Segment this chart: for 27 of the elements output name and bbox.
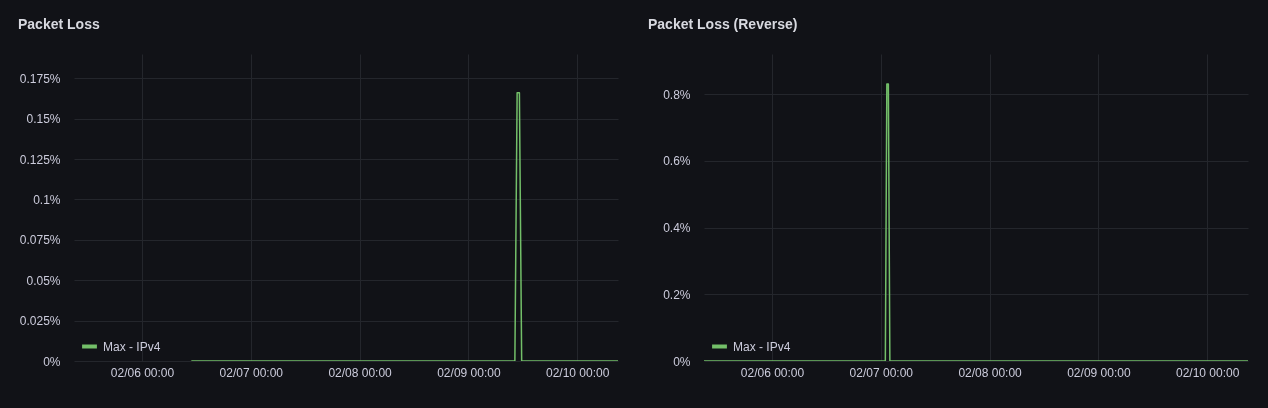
y-tick-label: 0.025% [19, 314, 61, 329]
x-tick-label: 02/09 00:00 [1067, 365, 1131, 380]
x-tick-label: 02/08 00:00 [958, 365, 1023, 380]
x-tick-label: 02/08 00:00 [328, 365, 393, 380]
x-tick-label: 02/07 00:00 [219, 365, 284, 380]
y-tick-label: 0% [43, 354, 61, 369]
legend-label: Max - IPv4 [103, 339, 161, 354]
chart-title: Packet Loss (Reverse) [648, 16, 798, 32]
x-tick-label: 02/10 00:00 [546, 365, 610, 380]
y-tick-label: 0% [673, 354, 691, 369]
y-tick-label: 0.15% [26, 112, 61, 127]
legend-label: Max - IPv4 [733, 339, 791, 354]
y-tick-label: 0.05% [26, 273, 61, 288]
x-tick-label: 02/06 00:00 [110, 365, 175, 380]
y-tick-label: 0.1% [33, 192, 61, 207]
y-tick-label: 0.175% [19, 71, 61, 86]
y-tick-label: 0.075% [19, 233, 61, 248]
x-tick-label: 02/09 00:00 [437, 365, 501, 380]
y-tick-label: 0.4% [663, 221, 691, 236]
x-tick-label: 02/10 00:00 [1176, 365, 1240, 380]
x-tick-label: 02/06 00:00 [740, 365, 805, 380]
y-tick-label: 0.125% [19, 152, 61, 167]
x-tick-label: 02/07 00:00 [849, 365, 914, 380]
chart-title: Packet Loss [18, 16, 100, 32]
y-tick-label: 0.6% [663, 154, 691, 169]
y-tick-label: 0.8% [663, 87, 691, 102]
y-tick-label: 0.2% [663, 287, 691, 302]
